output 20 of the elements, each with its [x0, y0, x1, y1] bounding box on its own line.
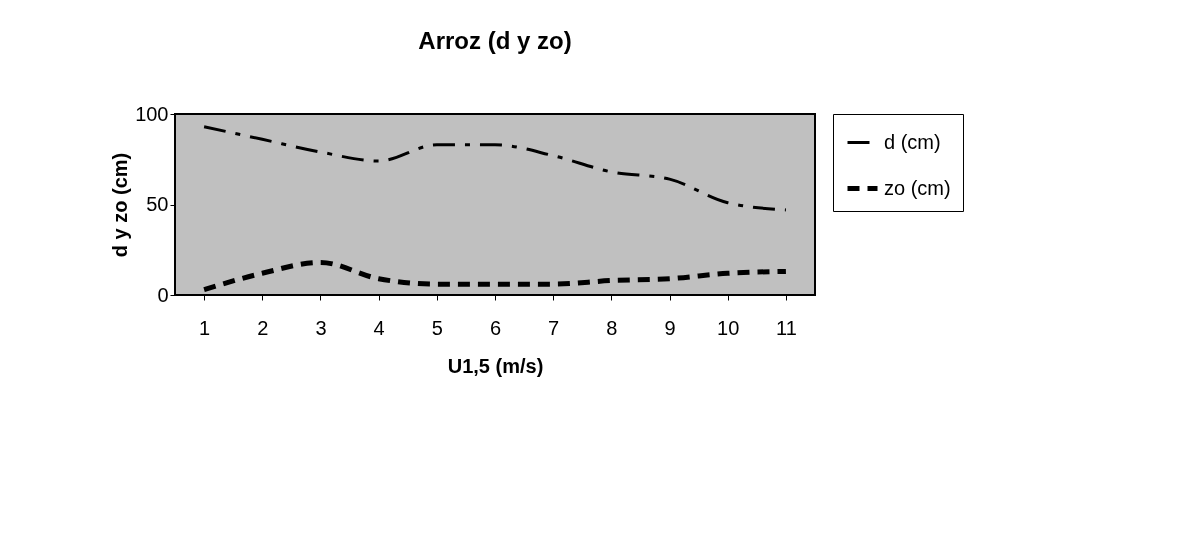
y-tick-label: 0 [157, 283, 169, 306]
x-axis-title: U1,5 (m/s) [447, 354, 544, 377]
x-tick-label: 2 [257, 316, 269, 339]
y-tick-label: 50 [146, 193, 169, 215]
x-tick-label: 3 [315, 316, 327, 339]
y-tick-label: 100 [135, 102, 169, 125]
y-axis-title: d y zo (cm) [109, 152, 132, 258]
x-tick-label: 10 [717, 316, 740, 339]
x-tick-label: 1 [199, 316, 211, 339]
x-tick-label: 6 [489, 316, 502, 339]
chart-title: Arroz (d y zo) [418, 27, 572, 54]
line-series [202, 125, 788, 212]
x-tick-label: 5 [431, 316, 443, 339]
legend-label: d (cm) [884, 130, 941, 153]
x-tick-label: 8 [606, 316, 618, 339]
x-tick-label: 7 [548, 316, 560, 339]
x-tick-label: 4 [373, 316, 385, 339]
legend-label: zo (cm) [884, 176, 951, 199]
x-tick-label: 9 [664, 316, 676, 339]
x-tick-label: 11 [776, 316, 797, 339]
